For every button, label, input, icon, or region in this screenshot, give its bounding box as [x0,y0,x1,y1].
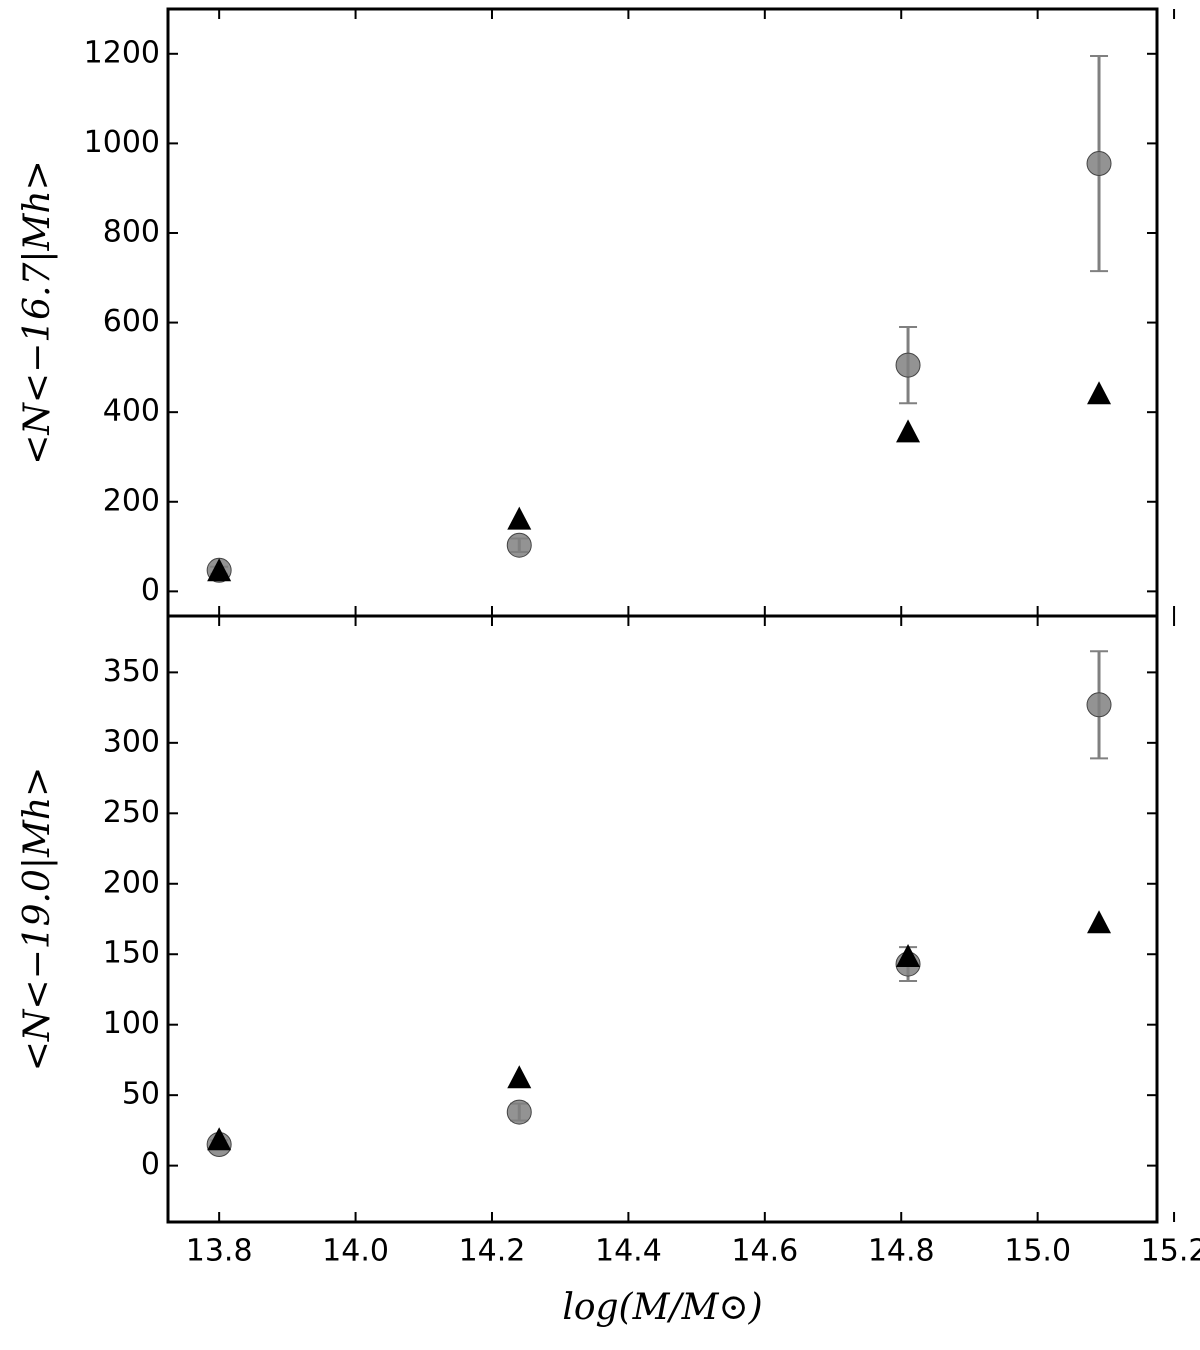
point [1087,910,1112,934]
point [896,944,921,968]
x-tick-label: 14.0 [322,1234,389,1269]
x-tick-label: 13.8 [186,1234,253,1269]
y-tick-label: 150 [103,936,160,971]
y-axis-label: <N<−16.7|Mh> [17,160,58,465]
x-tick-label: 14.6 [731,1234,798,1269]
y-tick-label: 600 [103,304,160,339]
y-tick-label: 400 [103,394,160,429]
y-tick-label: 200 [103,483,160,518]
y-tick-label: 1200 [84,35,160,70]
point [1086,692,1112,718]
point [207,558,232,582]
y-tick-label: 300 [103,724,160,759]
x-tick-label: 15.2 [1141,1234,1200,1269]
point [896,419,921,443]
x-axis-label: log(M/M⊙) [562,1287,762,1328]
y-tick-label: 1000 [84,125,160,160]
plot-frame [166,614,1159,1224]
y-tick-label: 100 [103,1006,160,1041]
y-tick-label: 800 [103,214,160,249]
x-tick-label: 14.8 [868,1234,935,1269]
point [1086,151,1112,177]
x-tick-label: 14.2 [459,1234,526,1269]
y-axis-label: <N<−19.0|Mh> [17,767,58,1072]
y-tick-label: 0 [141,1147,160,1182]
point [1087,381,1112,405]
point [895,352,921,378]
point [506,1099,532,1125]
point [507,506,532,530]
y-tick-label: 250 [103,795,160,830]
x-tick-label: 15.0 [1004,1234,1071,1269]
point [207,1127,232,1151]
plot-frame [166,7,1159,618]
y-tick-label: 200 [103,865,160,900]
y-tick-label: 50 [122,1077,160,1112]
point [507,1065,532,1089]
y-tick-label: 350 [103,654,160,689]
point [506,532,532,558]
x-tick-label: 14.4 [595,1234,662,1269]
y-tick-label: 0 [141,573,160,608]
